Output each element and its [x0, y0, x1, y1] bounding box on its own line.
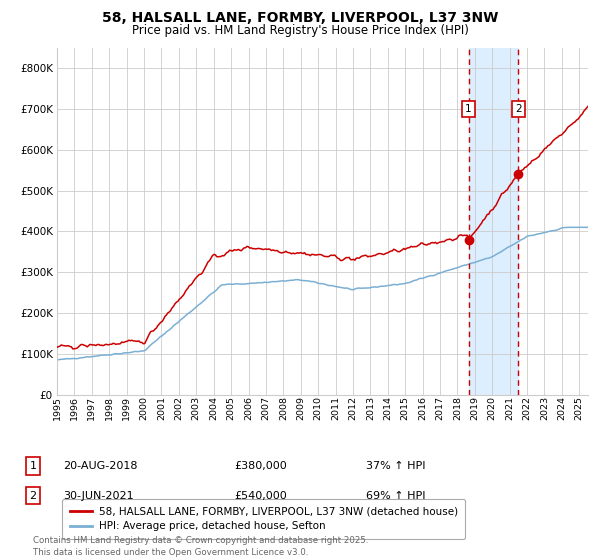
Text: 2: 2 — [29, 491, 37, 501]
Bar — [469, 48, 518, 395]
Text: 2: 2 — [515, 104, 521, 114]
Legend: 58, HALSALL LANE, FORMBY, LIVERPOOL, L37 3NW (detached house), HPI: Average pric: 58, HALSALL LANE, FORMBY, LIVERPOOL, L37… — [62, 499, 465, 539]
Text: 58, HALSALL LANE, FORMBY, LIVERPOOL, L37 3NW: 58, HALSALL LANE, FORMBY, LIVERPOOL, L37… — [102, 11, 498, 25]
Text: Contains HM Land Registry data © Crown copyright and database right 2025.
This d: Contains HM Land Registry data © Crown c… — [33, 536, 368, 557]
Text: 1: 1 — [29, 461, 37, 471]
Text: £380,000: £380,000 — [234, 461, 287, 471]
Text: 1: 1 — [465, 104, 472, 114]
Text: Price paid vs. HM Land Registry's House Price Index (HPI): Price paid vs. HM Land Registry's House … — [131, 24, 469, 36]
Text: 20-AUG-2018: 20-AUG-2018 — [63, 461, 137, 471]
Text: 37% ↑ HPI: 37% ↑ HPI — [366, 461, 425, 471]
Text: 30-JUN-2021: 30-JUN-2021 — [63, 491, 134, 501]
Text: £540,000: £540,000 — [234, 491, 287, 501]
Text: 69% ↑ HPI: 69% ↑ HPI — [366, 491, 425, 501]
